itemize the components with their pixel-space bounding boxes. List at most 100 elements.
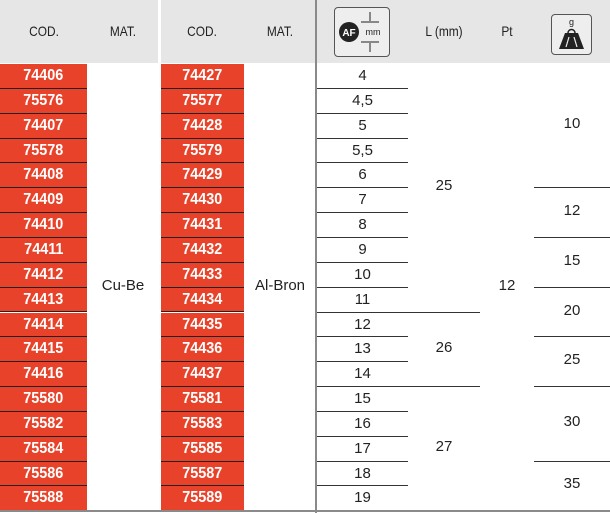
row-divider xyxy=(317,137,408,139)
row-divider xyxy=(317,112,408,114)
header-bg-left xyxy=(0,0,158,63)
weight-group-divider xyxy=(534,286,610,288)
af-size-cell: 17 xyxy=(354,439,371,457)
across-flats-size-icon: AF mm xyxy=(334,7,390,57)
code-cell-1: 74406 xyxy=(0,64,87,89)
row-divider xyxy=(317,162,408,164)
row-divider xyxy=(317,361,408,363)
af-size-cell: 8 xyxy=(358,216,367,234)
code-cell-2: 74430 xyxy=(161,188,244,214)
row-divider xyxy=(317,410,408,412)
af-size-cell: 4 xyxy=(358,67,367,84)
weight-cell: 12 xyxy=(563,202,581,220)
row-divider xyxy=(317,336,408,338)
code-cell-1: 75584 xyxy=(0,436,87,462)
weight-group-divider xyxy=(534,187,610,189)
af-size-cell: 18 xyxy=(354,464,371,482)
row-divider xyxy=(317,212,408,214)
weight-group-divider xyxy=(534,386,610,388)
code-cell-1: 74414 xyxy=(0,312,87,338)
af-size-cell: 12 xyxy=(354,315,371,333)
code-cell-2: 74434 xyxy=(161,287,244,313)
code-cell-2: 74436 xyxy=(161,337,244,363)
column-divider xyxy=(315,0,317,513)
code-cell-1: 75586 xyxy=(0,461,87,487)
code-cell-2: 74435 xyxy=(161,312,244,338)
length-group-divider xyxy=(317,311,480,313)
af-size-cell: 6 xyxy=(358,166,367,184)
code-cell-1: 75588 xyxy=(0,486,87,512)
header-mat-2: MAT. xyxy=(266,23,294,39)
length-cell: 26 xyxy=(435,338,453,356)
code-cell-2: 74427 xyxy=(161,64,244,89)
code-cell-1: 75578 xyxy=(0,138,87,164)
code-cell-2: 74437 xyxy=(161,362,244,388)
length-group-divider xyxy=(317,386,480,388)
weight-cell: 10 xyxy=(563,115,581,133)
header-cod-1: COD. xyxy=(29,23,59,39)
code-cell-1: 74407 xyxy=(0,113,87,139)
code-cell-2: 75585 xyxy=(161,436,244,462)
code-cell-1: 74413 xyxy=(0,287,87,313)
weight-group-divider xyxy=(534,236,610,238)
code-cell-1: 74408 xyxy=(0,163,87,189)
code-cell-2: 74429 xyxy=(161,163,244,189)
header-mat-1: MAT. xyxy=(109,23,137,39)
af-size-cell: 19 xyxy=(354,489,371,507)
weight-unit: g xyxy=(569,17,574,27)
code-cell-2: 75589 xyxy=(161,486,244,512)
row-divider xyxy=(317,236,408,238)
af-unit: mm xyxy=(366,27,381,37)
code-cell-2: 74433 xyxy=(161,262,244,288)
row-divider xyxy=(317,435,408,437)
code-cell-1: 74415 xyxy=(0,337,87,363)
header-cod-2: COD. xyxy=(187,23,217,39)
table-bottom-border xyxy=(0,510,610,512)
af-size-cell: 5,5 xyxy=(352,141,373,159)
code-cell-1: 74416 xyxy=(0,362,87,388)
weight-cell: 15 xyxy=(563,251,581,269)
row-divider xyxy=(317,485,408,487)
length-cell: 27 xyxy=(435,438,453,456)
af-size-cell: 11 xyxy=(354,290,371,308)
af-size-cell: 13 xyxy=(354,340,371,358)
code-cell-2: 74428 xyxy=(161,113,244,139)
length-cell: 25 xyxy=(435,177,453,195)
af-size-cell: 16 xyxy=(354,414,371,432)
code-cell-2: 75583 xyxy=(161,411,244,437)
weight-cell: 30 xyxy=(563,413,581,431)
code-cell-1: 74409 xyxy=(0,188,87,214)
row-divider xyxy=(317,286,408,288)
af-size-cell: 5 xyxy=(358,116,367,134)
af-size-cell: 7 xyxy=(358,191,367,209)
code-cell-1: 74411 xyxy=(0,237,87,263)
weight-cell: 35 xyxy=(563,475,581,493)
pt-cell: 12 xyxy=(498,276,516,294)
code-cell-2: 75579 xyxy=(161,138,244,164)
af-size-cell: 4,5 xyxy=(352,91,373,109)
code-cell-1: 74410 xyxy=(0,213,87,238)
weight-group-divider xyxy=(534,460,610,462)
af-size-cell: 15 xyxy=(354,390,371,408)
af-size-cell: 14 xyxy=(354,365,371,383)
code-cell-2: 74432 xyxy=(161,237,244,263)
af-label: AF xyxy=(342,28,355,39)
material-cell-1: Cu-Be xyxy=(101,276,145,294)
af-size-cell: 10 xyxy=(354,265,371,283)
code-cell-2: 74431 xyxy=(161,213,244,238)
af-size-cell: 9 xyxy=(358,240,367,258)
weight-group-divider xyxy=(534,336,610,338)
code-cell-2: 75587 xyxy=(161,461,244,487)
code-cell-2: 75581 xyxy=(161,387,244,412)
header-pt: Pt xyxy=(501,23,513,39)
row-divider xyxy=(317,87,408,89)
code-cell-2: 75577 xyxy=(161,88,244,114)
row-divider xyxy=(317,460,408,462)
weight-cell: 25 xyxy=(563,351,581,369)
code-cell-1: 74412 xyxy=(0,262,87,288)
code-cell-1: 75580 xyxy=(0,387,87,412)
weight-icon: g xyxy=(551,14,592,55)
weight-cell: 20 xyxy=(563,301,581,319)
material-cell-2: Al-Bron xyxy=(254,276,306,294)
